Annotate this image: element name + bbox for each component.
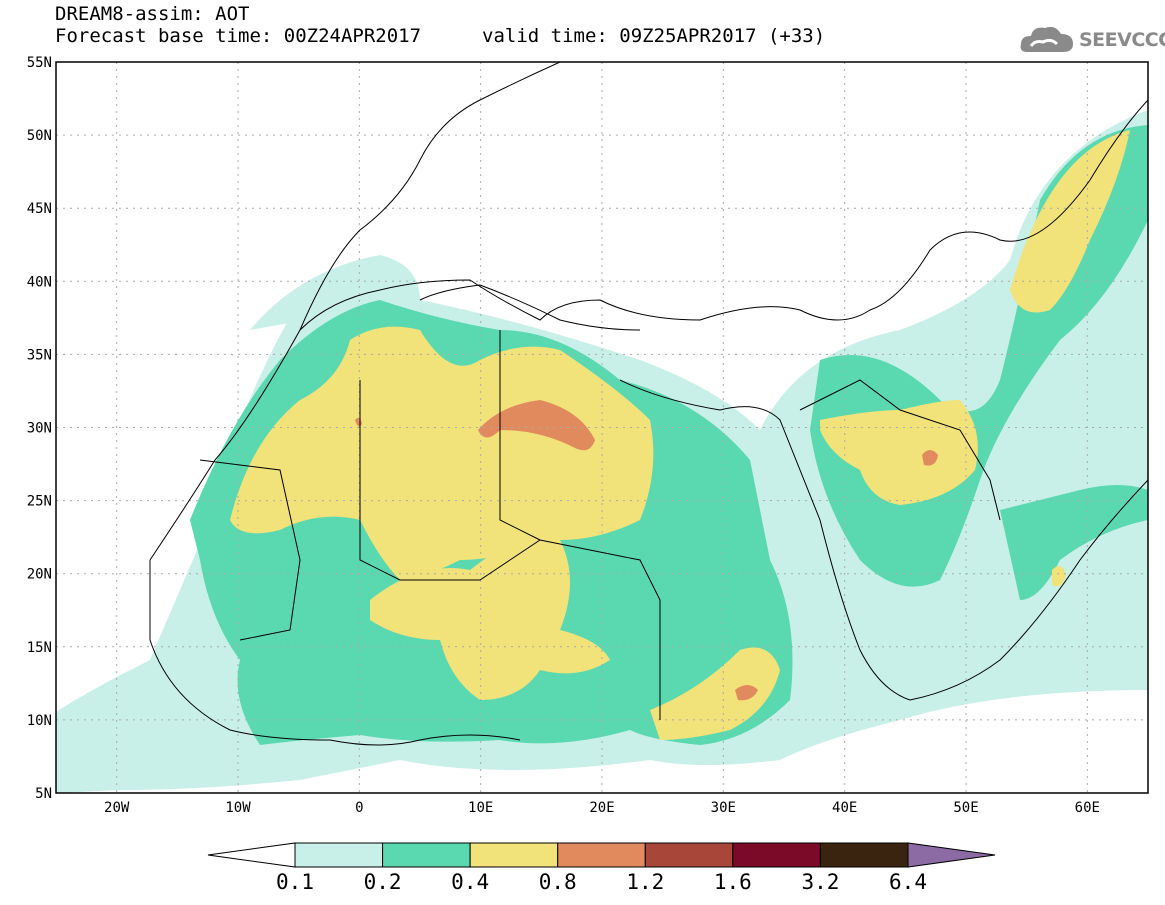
seevccc-logo: SEEVCCC xyxy=(1017,22,1165,58)
lon-label: 0 xyxy=(355,800,363,816)
lon-label: 20W xyxy=(104,800,130,816)
aot-fields xyxy=(56,110,1148,793)
lon-label: 50E xyxy=(953,800,978,816)
aot-band-0.1-north xyxy=(250,255,420,330)
aot-band-0.4-caspian xyxy=(1010,130,1130,313)
lat-label: 30N xyxy=(27,421,52,437)
aot-band-0.4-sudan xyxy=(650,647,780,740)
colorbar-level-label: 3.2 xyxy=(801,870,840,894)
lat-label: 15N xyxy=(27,640,52,656)
lon-label: 10E xyxy=(468,800,493,816)
lat-label: 40N xyxy=(27,274,52,290)
map-grid xyxy=(56,62,1148,793)
colorbar-segment xyxy=(732,842,821,868)
lon-label: 10W xyxy=(225,800,251,816)
logo-text: SEEVCCC xyxy=(1079,29,1165,51)
forecast-base-time: Forecast base time: 00Z24APR2017 xyxy=(55,25,422,47)
colorbar-segment xyxy=(819,842,909,868)
lon-label: 40E xyxy=(832,800,857,816)
colorbar-level-label: 1.6 xyxy=(713,870,752,894)
lon-label: 60E xyxy=(1075,800,1100,816)
lat-label: 20N xyxy=(27,567,52,583)
colorbar-arrow-low xyxy=(207,842,296,868)
colorbar-arrow-high xyxy=(907,842,996,868)
colorbar-level-label: 1.2 xyxy=(626,870,665,894)
coastlines xyxy=(149,62,1148,746)
colorbar-level-label: 0.1 xyxy=(276,870,314,894)
colorbar xyxy=(207,842,996,868)
colorbar-level-label: 0.2 xyxy=(363,870,402,894)
lat-label: 50N xyxy=(27,128,52,144)
lon-label: 20E xyxy=(589,800,614,816)
aot-band-0.8 xyxy=(478,400,595,451)
lat-label: 45N xyxy=(27,201,52,217)
colorbar-level-label: 0.8 xyxy=(538,870,577,894)
colorbar-segment xyxy=(644,842,734,868)
aot-band-0.4 xyxy=(230,326,654,580)
colorbar-level-label: 6.4 xyxy=(889,870,927,894)
colorbar-segment xyxy=(382,842,471,868)
map-frame xyxy=(55,61,1149,794)
valid-time: valid time: 09Z25APR2017 (+33) xyxy=(482,25,826,47)
lat-label: 10N xyxy=(27,713,52,729)
cloud-icon xyxy=(1020,26,1073,52)
latitude-labels: 55N 50N 45N 40N 35N 30N 25N 20N 15N 10N 5N xyxy=(27,55,52,802)
lat-label: 5N xyxy=(35,786,52,802)
colorbar-segment xyxy=(469,842,559,868)
lat-label: 55N xyxy=(27,55,52,71)
colorbar-level-label: 0.4 xyxy=(451,870,490,894)
chart-title: DREAM8-assim: AOT xyxy=(55,3,250,25)
aot-band-0.4-oman xyxy=(1052,566,1066,587)
longitude-labels: 20W 10W 0 10E 20E 30E 40E 50E 60E xyxy=(104,800,1100,816)
aot-band-0.8-iraq xyxy=(922,450,938,466)
aot-band-0.2-arabia xyxy=(1000,485,1148,600)
lat-label: 35N xyxy=(27,347,52,363)
lat-label: 25N xyxy=(27,494,52,510)
lon-label: 30E xyxy=(711,800,736,816)
colorbar-segment xyxy=(557,842,646,868)
aot-band-0.4-iraq xyxy=(820,400,978,505)
aot-band-0.8-sudan xyxy=(735,685,758,701)
colorbar-segment xyxy=(294,842,384,868)
aot-band-0.4-south xyxy=(370,538,610,700)
